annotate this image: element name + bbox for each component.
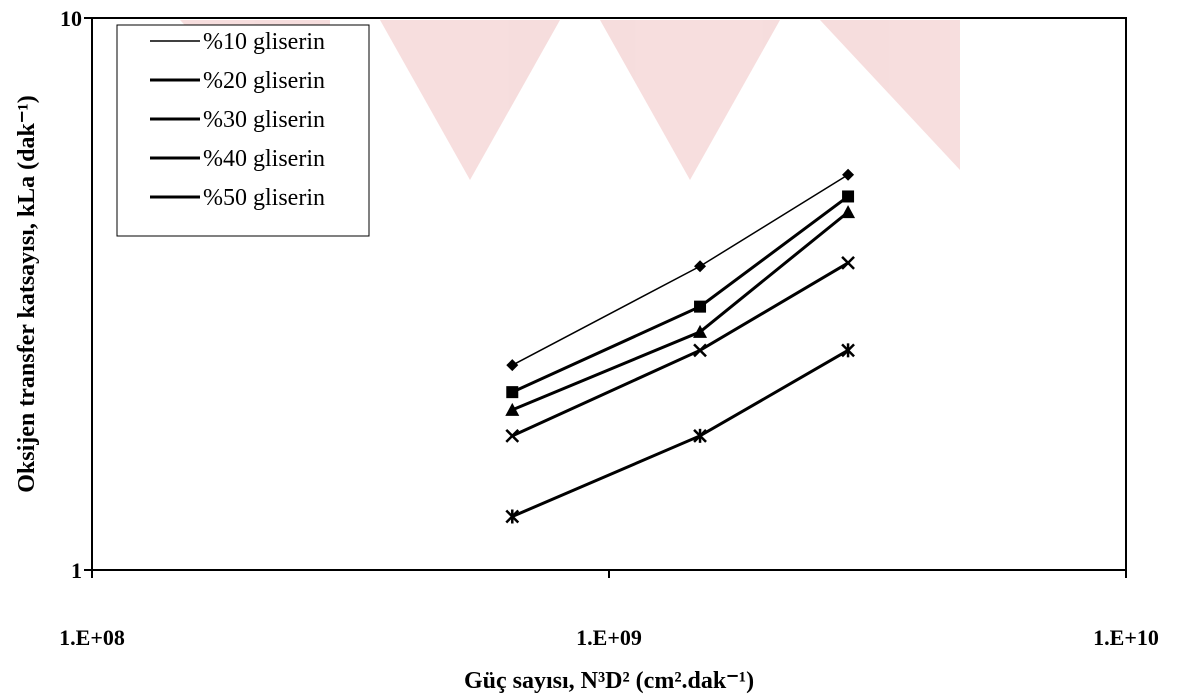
y-tick-label-1: 1 — [71, 558, 82, 583]
series-5 — [505, 343, 855, 524]
data-point-s4-1 — [505, 428, 520, 443]
axis-ticks — [84, 17, 1127, 578]
data-point-s1-1 — [506, 359, 519, 372]
x-tick-label-1e9: 1.E+09 — [576, 625, 642, 650]
data-point-s5-1 — [505, 509, 520, 524]
data-point-s2-2 — [694, 300, 707, 313]
series-2 — [506, 190, 855, 399]
data-point-s5-2 — [693, 428, 707, 443]
data-point-s5-3 — [841, 343, 855, 358]
series-line-5 — [511, 349, 849, 518]
legend-box — [116, 24, 370, 237]
x-axis-title: Güç sayısı, N³D² (cm².dak⁻¹) — [464, 668, 754, 694]
data-point-s3-3 — [841, 205, 856, 219]
data-point-s4-3 — [841, 256, 855, 270]
series-3 — [505, 205, 856, 416]
series-line-4 — [511, 261, 849, 438]
series-4 — [505, 256, 855, 443]
legend-label-3: %30 gliserin — [203, 107, 325, 133]
x-tick-label-1e8: 1.E+08 — [59, 625, 125, 650]
y-tick-label-10: 10 — [60, 6, 82, 31]
x-tick-label-1e10: 1.E+10 — [1093, 625, 1159, 650]
series-line-1 — [511, 174, 849, 366]
series-1 — [506, 168, 855, 372]
legend-label-5: %50 gliserin — [203, 185, 325, 211]
legend-label-4: %40 gliserin — [203, 146, 325, 172]
data-point-s1-2 — [694, 260, 707, 273]
y-axis-title: Oksijen transfer katsayısı, kLa (dak⁻¹) — [14, 95, 40, 492]
data-point-s4-2 — [693, 343, 707, 358]
legend-label-2: %20 gliserin — [203, 68, 325, 94]
data-point-s3-2 — [693, 324, 708, 338]
data-point-s1-3 — [842, 168, 855, 181]
legend: %10 gliserin %20 gliserin %30 gliserin %40 … — [116, 24, 370, 237]
data-point-s2-1 — [506, 386, 519, 399]
legend-label-1: %10 gliserin — [203, 29, 325, 55]
data-point-s2-3 — [842, 190, 855, 203]
data-point-s3-1 — [505, 402, 520, 416]
series-layer — [505, 168, 856, 524]
